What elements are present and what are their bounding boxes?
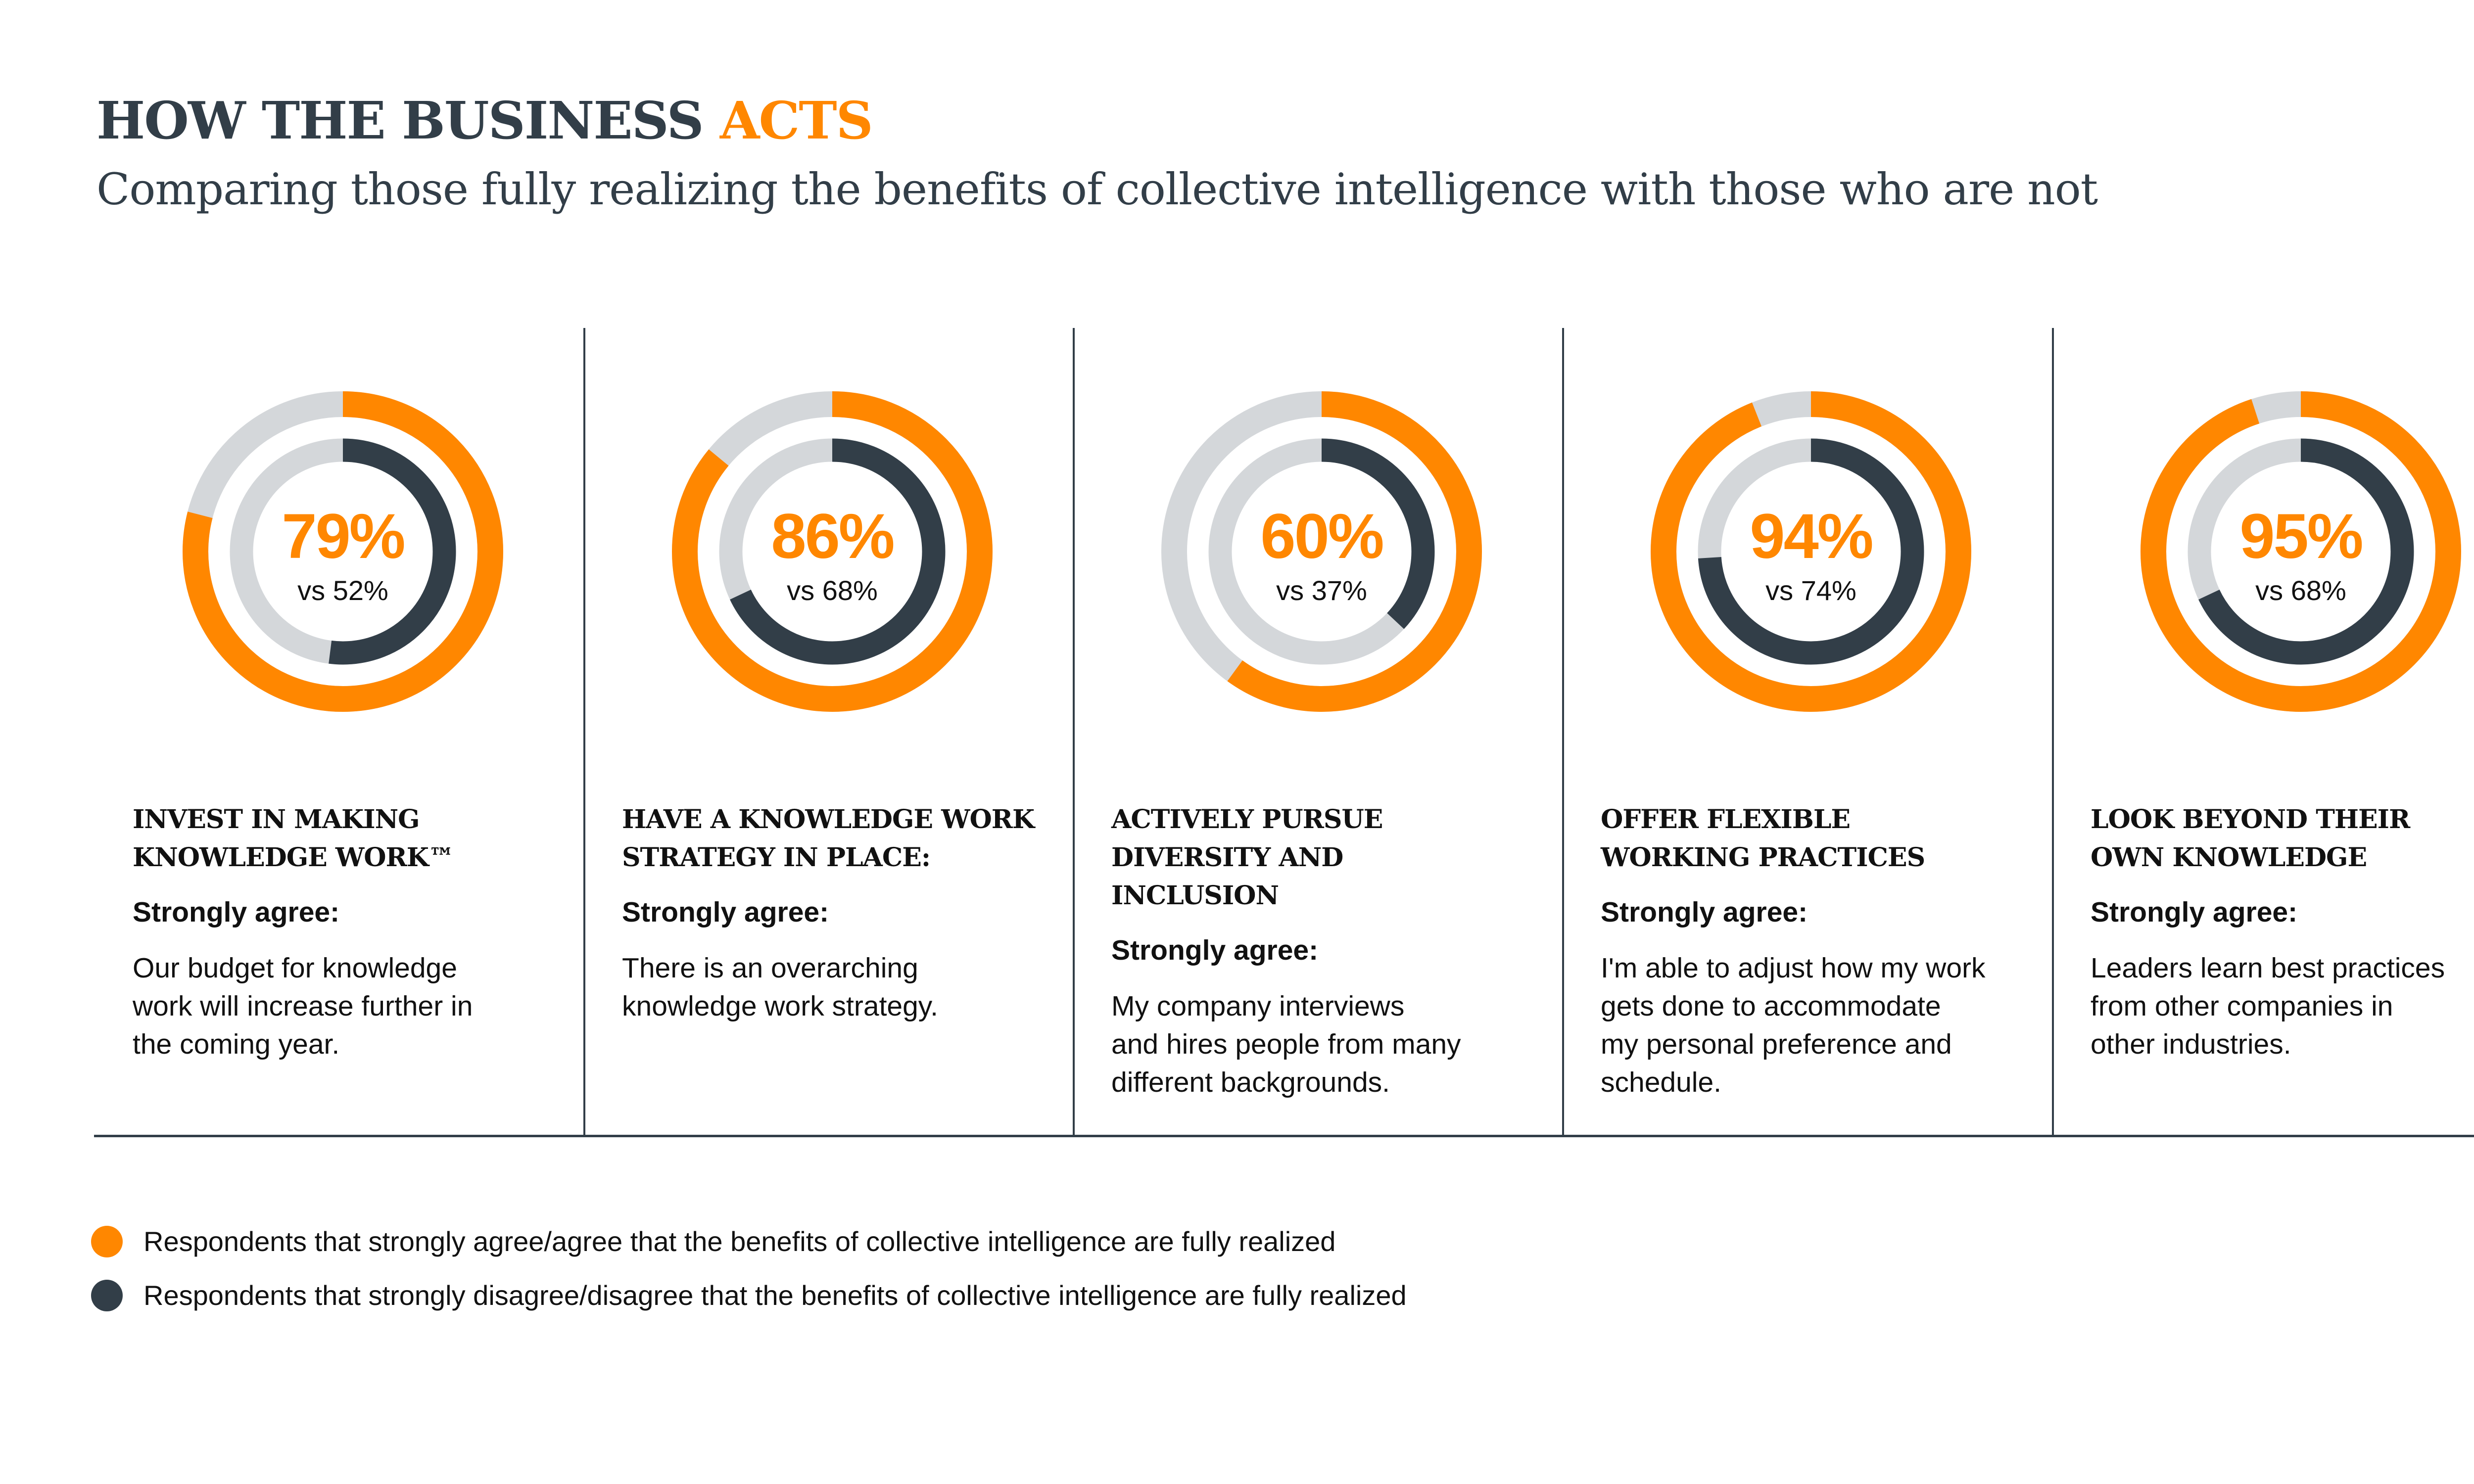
heading-line: OFFER FLEXIBLE bbox=[1601, 804, 1851, 835]
orange-dot-icon bbox=[91, 1225, 123, 1257]
heading-line: ACTIVELY PURSUE bbox=[1111, 804, 1383, 835]
agree-percentage: 86% bbox=[771, 501, 895, 572]
strongly-agree-label: Strongly agree: bbox=[133, 896, 340, 928]
column-description: HAVE A KNOWLEDGE WORK STRATEGY IN PLACE: S… bbox=[622, 800, 1057, 1025]
column-divider bbox=[2052, 328, 2054, 1136]
heading-line: KNOWLEDGE WORK™ bbox=[133, 842, 454, 873]
metric-column: 86% vs 68% HAVE A KNOWLEDGE WORK STRATEGY I… bbox=[584, 326, 1074, 1135]
disagree-percentage: vs 37% bbox=[1276, 575, 1367, 606]
statement-text: There is an overarching knowledge work s… bbox=[622, 952, 938, 1022]
legend-label: Respondents that strongly disagree/disag… bbox=[143, 1280, 1407, 1311]
column-heading: LOOK BEYOND THEIR OWN KNOWLEDGE bbox=[2091, 800, 2474, 877]
column-heading: INVEST IN MAKING KNOWLEDGE WORK™ bbox=[133, 800, 568, 877]
disagree-percentage: vs 74% bbox=[1765, 575, 1856, 606]
inner-ring-arc bbox=[1698, 438, 1924, 665]
strongly-agree-label: Strongly agree: bbox=[622, 896, 829, 928]
metric-column: 60% vs 37% ACTIVELY PURSUE DIVERSITY AND INC… bbox=[1074, 326, 1563, 1135]
column-heading: HAVE A KNOWLEDGE WORK STRATEGY IN PLACE: bbox=[622, 800, 1057, 877]
heading-line: HAVE A KNOWLEDGE WORK bbox=[622, 804, 1035, 835]
inner-ring-arc bbox=[230, 438, 456, 665]
metric-column: 95% vs 68% LOOK BEYOND THEIR OWN KNOWLEDGE S… bbox=[2053, 326, 2474, 1135]
title-main: HOW THE BUSINESS bbox=[96, 90, 720, 151]
heading-line: DIVERSITY AND bbox=[1111, 842, 1343, 873]
column-divider bbox=[1073, 328, 1075, 1136]
column-divider bbox=[1562, 328, 1564, 1136]
agree-percentage: 79% bbox=[282, 501, 405, 572]
strongly-agree-label: Strongly agree: bbox=[1111, 934, 1319, 966]
heading-line: STRATEGY IN PLACE: bbox=[622, 842, 931, 873]
inner-ring-arc bbox=[719, 438, 946, 665]
inner-ring-arc bbox=[1208, 438, 1435, 665]
agree-percentage: 94% bbox=[1750, 501, 1873, 572]
page-title: HOW THE BUSINESS ACTS bbox=[96, 90, 873, 152]
donut-chart: 94% vs 74% bbox=[1651, 391, 1971, 712]
slate-dot-icon bbox=[91, 1279, 123, 1311]
column-description: ACTIVELY PURSUE DIVERSITY AND INCLUSION Str… bbox=[1111, 800, 1547, 1102]
donut-chart: 60% vs 37% bbox=[1161, 391, 1482, 712]
page-subtitle: Comparing those fully realizing the bene… bbox=[96, 164, 2098, 215]
heading-line: OWN KNOWLEDGE bbox=[2091, 842, 2367, 873]
outer-ring-arc bbox=[2141, 391, 2461, 712]
heading-line: INVEST IN MAKING bbox=[133, 804, 420, 835]
agree-percentage: 95% bbox=[2239, 501, 2363, 572]
disagree-percentage: vs 52% bbox=[297, 575, 388, 606]
column-heading: OFFER FLEXIBLE WORKING PRACTICES bbox=[1601, 800, 2036, 877]
agree-percentage: 60% bbox=[1260, 501, 1384, 572]
column-description: OFFER FLEXIBLE WORKING PRACTICES Strongly … bbox=[1601, 800, 2036, 1102]
outer-ring-arc bbox=[1651, 391, 1971, 712]
column-divider bbox=[583, 328, 585, 1136]
column-heading: ACTIVELY PURSUE DIVERSITY AND INCLUSION bbox=[1111, 800, 1547, 915]
statement-text: Our budget for knowledge work will incre… bbox=[133, 952, 473, 1060]
heading-line: INCLUSION bbox=[1111, 881, 1279, 911]
statement-text: Leaders learn best practices from other … bbox=[2091, 952, 2445, 1060]
disagree-percentage: vs 68% bbox=[787, 575, 878, 606]
disagree-percentage: vs 68% bbox=[2255, 575, 2346, 606]
donut-chart: 95% vs 68% bbox=[2141, 391, 2461, 712]
donut-chart: 86% vs 68% bbox=[672, 391, 993, 712]
statement-text: I'm able to adjust how my work gets done… bbox=[1601, 952, 1986, 1098]
legend-label: Respondents that strongly agree/agree th… bbox=[143, 1226, 1336, 1257]
column-description: INVEST IN MAKING KNOWLEDGE WORK™ Strongly … bbox=[133, 800, 568, 1064]
column-description: LOOK BEYOND THEIR OWN KNOWLEDGE Strongly a… bbox=[2091, 800, 2474, 1064]
statement-text: My company interviews and hires people f… bbox=[1111, 990, 1461, 1098]
inner-ring-arc bbox=[2188, 438, 2414, 665]
outer-ring-arc bbox=[672, 391, 993, 712]
strongly-agree-label: Strongly agree: bbox=[2091, 896, 2298, 928]
strongly-agree-label: Strongly agree: bbox=[1601, 896, 1808, 928]
legend-item-disagree: Respondents that strongly disagree/disag… bbox=[91, 1279, 1407, 1311]
donut-chart: 79% vs 52% bbox=[183, 391, 503, 712]
legend-item-agree: Respondents that strongly agree/agree th… bbox=[91, 1225, 1335, 1257]
outer-ring-arc bbox=[1161, 391, 1482, 712]
metric-column: 94% vs 74% OFFER FLEXIBLE WORKING PRACTICES… bbox=[1563, 326, 2052, 1135]
heading-line: WORKING PRACTICES bbox=[1601, 842, 1925, 873]
outer-ring-arc bbox=[183, 391, 503, 712]
baseline-divider bbox=[94, 1135, 2474, 1137]
metric-column: 79% vs 52% INVEST IN MAKING KNOWLEDGE WORK™… bbox=[95, 326, 584, 1135]
heading-line: LOOK BEYOND THEIR bbox=[2091, 804, 2410, 835]
title-accent: ACTS bbox=[719, 90, 873, 151]
